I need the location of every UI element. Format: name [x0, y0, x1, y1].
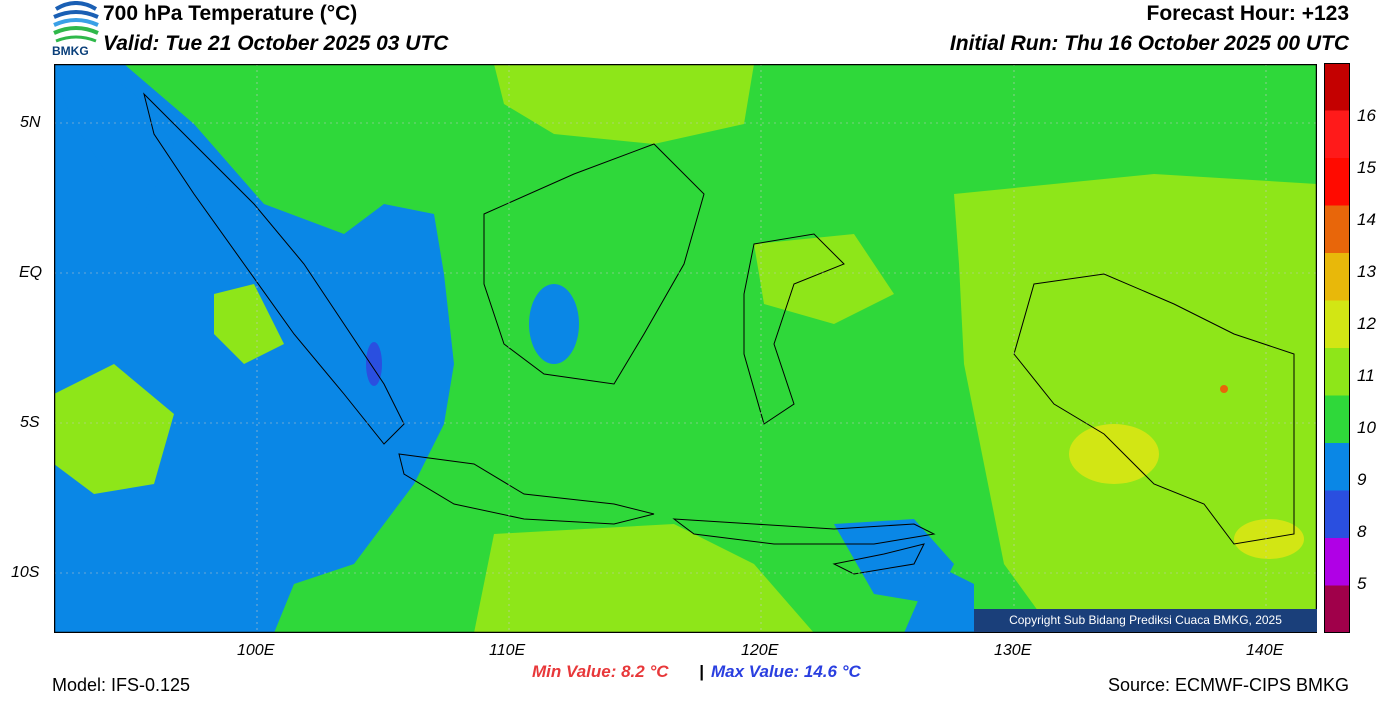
colorbar-segment: [1324, 348, 1350, 396]
colorbar-segment: [1324, 538, 1350, 586]
source-label: Source: ECMWF-CIPS BMKG: [1107, 675, 1349, 695]
cool-region-timor: [834, 519, 954, 604]
cool-spot-borneo: [529, 284, 579, 364]
bmkg-logo-icon: [53, 1, 99, 43]
colorbar-label-10: 10: [1357, 418, 1376, 437]
colorbar-segment: [1324, 395, 1350, 444]
graticule: [54, 64, 1317, 633]
colorbar: [1324, 63, 1350, 633]
colorbar-label-9: 9: [1357, 470, 1367, 489]
lon-label-130e: 130E: [994, 642, 1032, 659]
colorbar-segment: [1324, 490, 1350, 539]
lat-label-5n: 5N: [20, 114, 41, 131]
colorbar-label-11: 11: [1357, 366, 1375, 385]
stat-separator: |: [699, 662, 704, 681]
coastlines: [143, 92, 1295, 575]
colorbar-segment: [1324, 63, 1350, 111]
max-value: Max Value: 14.6 °C: [711, 662, 861, 681]
lat-label-eq: EQ: [19, 264, 43, 281]
colorbar-segment: [1324, 253, 1350, 301]
warm-spot-papua: [1069, 424, 1159, 484]
colorbar-label-15: 15: [1357, 158, 1376, 177]
cool-region-timor-sea: [904, 564, 974, 633]
forecast-hour: Forecast Hour: +123: [1146, 2, 1350, 25]
map-frame: [54, 64, 1317, 633]
colorbar-segment: [1324, 110, 1350, 159]
warm-region-central: [754, 234, 894, 324]
copyright-note: Copyright Sub Bidang Prediksi Cuaca BMKG…: [974, 609, 1317, 632]
colorbar-label-16: 16: [1357, 106, 1376, 125]
colorbar-segment: [1324, 585, 1350, 633]
warm-region-southwest: [54, 364, 174, 494]
lat-label-10s: 10S: [11, 564, 40, 581]
valid-time: Valid: Tue 21 October 2025 03 UTC: [103, 32, 449, 55]
lon-label-100e: 100E: [237, 642, 275, 659]
colorbar-segment: [1324, 205, 1350, 254]
cool-region-northwest: [54, 64, 174, 214]
initial-run: Initial Run: Thu 16 October 2025 00 UTC: [949, 32, 1349, 55]
bmkg-logo: BMKG: [52, 1, 100, 61]
temperature-map: [54, 64, 1317, 633]
warm-region-north: [494, 64, 754, 144]
warm-spot-arafura: [1234, 519, 1304, 559]
colorbar-label-8: 8: [1357, 522, 1367, 541]
lon-label-120e: 120E: [741, 642, 779, 659]
deep-blue-spot: [366, 342, 382, 386]
colorbar-segment: [1324, 443, 1350, 491]
colorbar-segment: [1324, 158, 1350, 206]
colorbar-label-13: 13: [1357, 262, 1376, 281]
warm-patch-sumatra: [214, 284, 284, 364]
hot-spot: [1220, 385, 1228, 393]
lat-label-5s: 5S: [20, 414, 40, 431]
warm-region-south: [474, 524, 814, 633]
colorbar-label-5: 5: [1357, 574, 1367, 593]
colorbar-label-14: 14: [1357, 210, 1376, 229]
chart-title: 700 hPa Temperature (°C): [103, 2, 358, 25]
colorbar-label-12: 12: [1357, 314, 1376, 333]
lon-label-110e: 110E: [489, 642, 526, 659]
warm-region-east: [954, 174, 1317, 633]
min-value: Min Value: 8.2 °C: [532, 662, 669, 681]
colorbar-segment: [1324, 300, 1350, 349]
model-label: Model: IFS-0.125: [52, 675, 191, 695]
logo-text: BMKG: [52, 44, 89, 58]
lon-label-140e: 140E: [1246, 642, 1284, 659]
